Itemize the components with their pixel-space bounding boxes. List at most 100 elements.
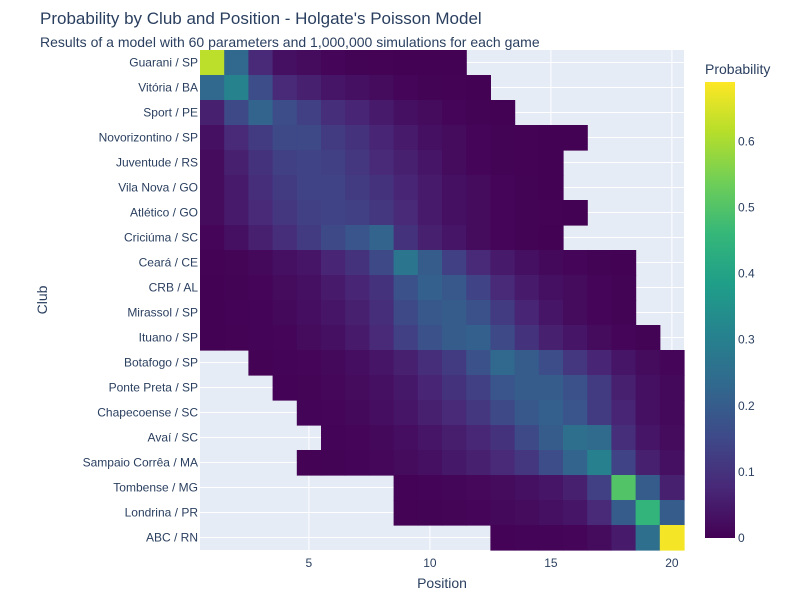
heatmap-cell [296, 350, 322, 376]
heatmap-cell [200, 50, 225, 76]
heatmap-cell [659, 525, 685, 551]
heatmap-cell [272, 275, 298, 301]
heatmap-cell [635, 500, 661, 526]
heatmap-cell [659, 500, 685, 526]
heatmap-cell [635, 325, 661, 351]
heatmap-cell [272, 350, 298, 376]
heatmap-cell [393, 250, 419, 276]
heatmap-cell [296, 375, 322, 401]
heatmap-cell [442, 325, 467, 351]
heatmap-cell [514, 225, 540, 251]
heatmap-cell [272, 100, 298, 126]
heatmap-cell [538, 300, 564, 326]
heatmap-cell [369, 425, 395, 451]
heatmap-cell [248, 275, 274, 301]
heatmap-cell [635, 525, 661, 551]
heatmap-cell [345, 50, 370, 76]
heatmap-cell [272, 200, 298, 226]
heatmap-cell [417, 350, 443, 376]
colorbar-tick-label: 0.2 [738, 399, 755, 413]
y-tick-label: Avaí / SC [148, 431, 199, 445]
heatmap-cell [321, 250, 346, 276]
heatmap-cell [417, 500, 443, 526]
heatmap-cell [345, 125, 370, 151]
heatmap-cell [514, 150, 540, 176]
heatmap-cell [587, 375, 612, 401]
heatmap-cell [321, 175, 346, 201]
heatmap-cell [466, 500, 491, 526]
heatmap-cell [417, 400, 443, 426]
heatmap-cell [224, 125, 249, 151]
heatmap-cell [538, 400, 564, 426]
heatmap-cell [417, 75, 443, 101]
heatmap-cell [442, 150, 467, 176]
heatmap-cell [514, 200, 540, 226]
heatmap-cell [200, 125, 225, 151]
heatmap-cell [538, 350, 564, 376]
heatmap-cell [563, 400, 588, 426]
colorbar-tick-label: 0.3 [738, 333, 755, 347]
heatmap-cell [321, 125, 346, 151]
colorbar-tick-label: 0 [738, 531, 745, 545]
heatmap-cell [611, 350, 637, 376]
heatmap-cell [248, 100, 274, 126]
heatmap-cell [321, 425, 346, 451]
heatmap-cell [659, 425, 685, 451]
heatmap-cell [393, 100, 419, 126]
heatmap-cell [200, 100, 225, 126]
x-axis-title: Position [417, 575, 467, 591]
heatmap-cell [369, 75, 395, 101]
heatmap-cell [248, 175, 274, 201]
heatmap-cell [514, 375, 540, 401]
heatmap-cell [442, 175, 467, 201]
heatmap-cell [248, 225, 274, 251]
heatmap-cell [442, 75, 467, 101]
heatmap-cell [417, 250, 443, 276]
heatmap-cell [514, 350, 540, 376]
heatmap-cell [442, 300, 467, 326]
heatmap-cell [563, 250, 588, 276]
heatmap-cell [296, 175, 322, 201]
heatmap-cell [321, 325, 346, 351]
heatmap-cell [200, 325, 225, 351]
heatmap-cell [321, 300, 346, 326]
heatmap-cell [296, 75, 322, 101]
heatmap-cell [345, 75, 370, 101]
heatmap-cell [345, 150, 370, 176]
heatmap-cell [224, 175, 249, 201]
heatmap-cell [272, 150, 298, 176]
heatmap-cell [296, 400, 322, 426]
heatmap-cell [490, 525, 516, 551]
heatmap-cell [345, 400, 370, 426]
heatmap-cell [296, 50, 322, 76]
heatmap-cell [442, 200, 467, 226]
heatmap-cell [514, 300, 540, 326]
heatmap-cell [442, 400, 467, 426]
heatmap-cell [417, 475, 443, 501]
heatmap-cell [442, 225, 467, 251]
heatmap-cell [563, 425, 588, 451]
heatmap-cell [490, 325, 516, 351]
heatmap-cell [611, 500, 637, 526]
y-tick-label: Atlético / GO [130, 206, 198, 220]
heatmap-cell [635, 350, 661, 376]
heatmap-cell [490, 375, 516, 401]
heatmap-cell [514, 325, 540, 351]
heatmap-cell [369, 175, 395, 201]
heatmap-cell [321, 400, 346, 426]
x-tick-label: 5 [306, 556, 313, 570]
heatmap-cell [369, 275, 395, 301]
heatmap-cell [393, 375, 419, 401]
heatmap-cell [490, 150, 516, 176]
heatmap-cell [587, 475, 612, 501]
heatmap-cell [200, 150, 225, 176]
heatmap-cell [393, 75, 419, 101]
heatmap-cell [659, 375, 685, 401]
heatmap-cell [321, 275, 346, 301]
heatmap-cell [248, 125, 274, 151]
colorbar [705, 82, 735, 538]
heatmap-cell [563, 450, 588, 476]
heatmap-cell [563, 300, 588, 326]
heatmap-cell [587, 325, 612, 351]
heatmap-cell [587, 500, 612, 526]
